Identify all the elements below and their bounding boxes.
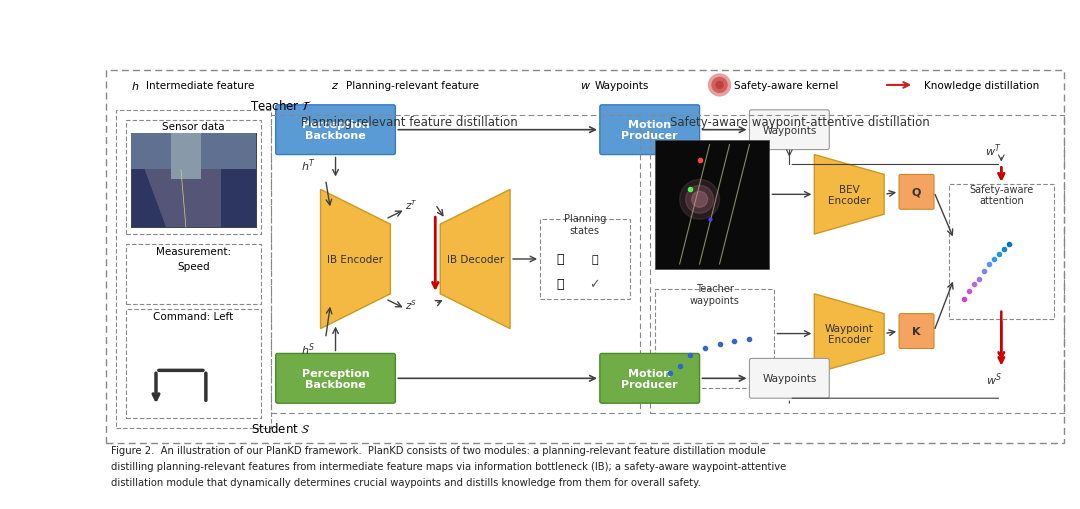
Bar [949,185,1054,319]
Text: IB Encoder: IB Encoder [327,254,383,265]
Polygon shape [814,155,885,235]
Bar [540,220,630,299]
Text: 🚦: 🚦 [556,278,564,291]
Text: Waypoints: Waypoints [762,125,816,135]
Bar [106,71,1064,443]
Text: Waypoints: Waypoints [595,81,649,91]
Text: $z$: $z$ [330,81,339,91]
Text: $h^S$: $h^S$ [300,341,315,357]
Text: Command: Left: Command: Left [153,311,233,321]
Text: $z^S$: $z^S$ [405,297,418,311]
Circle shape [691,192,707,208]
FancyBboxPatch shape [275,105,395,155]
Bar [654,140,769,269]
FancyBboxPatch shape [750,110,829,150]
Text: K: K [913,326,921,336]
Text: Safety-aware waypoint-attentive distillation: Safety-aware waypoint-attentive distilla… [670,116,930,129]
Polygon shape [441,190,510,329]
Text: Perception
Backbone: Perception Backbone [301,368,369,389]
Text: Waypoint
Encoder: Waypoint Encoder [825,323,874,345]
Polygon shape [131,133,256,170]
FancyBboxPatch shape [750,359,829,399]
Text: Figure 2.  An illustration of our PlanKD framework.  PlanKD consists of two modu: Figure 2. An illustration of our PlanKD … [111,445,766,455]
Circle shape [712,78,727,93]
Text: ✓: ✓ [590,278,600,291]
Polygon shape [321,190,390,329]
Text: Knowledge distillation: Knowledge distillation [924,81,1039,91]
Bar [116,110,271,428]
Text: $h$: $h$ [131,80,139,92]
Text: Safety-aware kernel: Safety-aware kernel [734,81,839,91]
Text: Sensor data: Sensor data [162,122,225,131]
Text: Planning-relevant feature distillation: Planning-relevant feature distillation [300,116,517,129]
Text: IB Decoder: IB Decoder [446,254,503,265]
Text: Teacher
waypoints: Teacher waypoints [690,284,740,305]
FancyBboxPatch shape [599,105,700,155]
Text: $z^T$: $z^T$ [405,198,418,212]
Text: Teacher $\mathcal{T}$: Teacher $\mathcal{T}$ [249,99,312,112]
Polygon shape [131,133,220,228]
Bar [126,244,260,304]
FancyBboxPatch shape [899,175,934,210]
Text: Student $\mathcal{S}$: Student $\mathcal{S}$ [251,421,311,435]
Bar [131,133,256,228]
Bar [650,116,1064,413]
Text: 🛑: 🛑 [592,254,598,265]
Text: Q: Q [912,187,921,197]
Text: Planning-relevant feature: Planning-relevant feature [346,81,478,91]
FancyBboxPatch shape [599,354,700,404]
Text: Waypoints: Waypoints [762,374,816,384]
Text: 🚌: 🚌 [556,253,564,266]
FancyBboxPatch shape [275,354,395,404]
Text: Motion
Producer: Motion Producer [621,120,678,141]
Polygon shape [814,294,885,374]
Text: BEV
Encoder: BEV Encoder [828,184,870,206]
Text: Perception
Backbone: Perception Backbone [301,120,369,141]
Text: distillation module that dynamically determines crucial waypoints and distills k: distillation module that dynamically det… [111,477,701,487]
Polygon shape [171,133,201,180]
FancyBboxPatch shape [899,314,934,349]
Circle shape [679,180,719,220]
Text: $w^S$: $w^S$ [986,370,1002,387]
Text: Measurement:: Measurement: [156,246,231,257]
Text: Intermediate feature: Intermediate feature [146,81,255,91]
Text: $h^T$: $h^T$ [300,157,315,174]
Text: distilling planning-relevant features from intermediate feature maps via informa: distilling planning-relevant features fr… [111,461,786,471]
Text: $w$: $w$ [580,81,591,91]
Text: Speed: Speed [177,262,210,271]
Text: $w^T$: $w^T$ [985,142,1002,159]
Circle shape [686,186,714,214]
Circle shape [708,75,730,97]
Bar [271,116,639,413]
Text: Safety-aware
attention: Safety-aware attention [969,184,1034,206]
Text: Motion
Producer: Motion Producer [621,368,678,389]
Bar [654,289,774,388]
Text: Planning
states: Planning states [564,214,606,236]
Circle shape [716,82,723,89]
Bar [126,121,260,235]
Bar [131,133,256,228]
Bar [126,309,260,418]
